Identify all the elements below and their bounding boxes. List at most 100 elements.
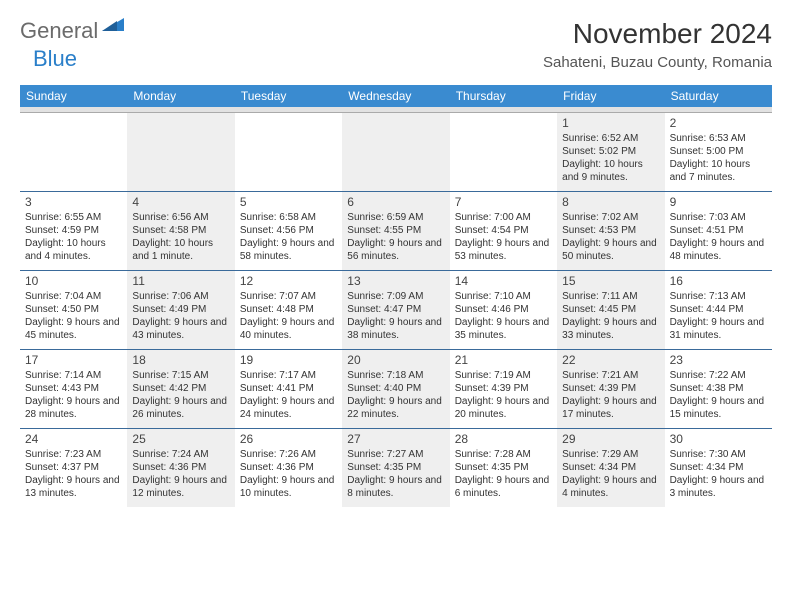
- day-number: 24: [25, 432, 122, 447]
- day-number: 10: [25, 274, 122, 289]
- dayname-tuesday: Tuesday: [235, 85, 342, 107]
- day-detail-line: Sunrise: 7:09 AM: [347, 291, 444, 304]
- day-detail-line: Sunset: 4:35 PM: [347, 462, 444, 475]
- day-detail-line: Sunrise: 7:27 AM: [347, 449, 444, 462]
- calendar-week: 1Sunrise: 6:52 AMSunset: 5:02 PMDaylight…: [20, 113, 772, 191]
- day-detail-line: Sunrise: 7:11 AM: [562, 291, 659, 304]
- day-detail-line: Sunset: 4:49 PM: [132, 304, 229, 317]
- day-number: 3: [25, 195, 122, 210]
- day-detail-line: Sunset: 4:54 PM: [455, 225, 552, 238]
- day-detail-line: Sunset: 5:02 PM: [562, 146, 659, 159]
- calendar-day: 10Sunrise: 7:04 AMSunset: 4:50 PMDayligh…: [20, 271, 127, 349]
- day-detail-line: Sunset: 4:41 PM: [240, 383, 337, 396]
- day-number: 16: [670, 274, 767, 289]
- day-detail-line: Daylight: 9 hours and 50 minutes.: [562, 238, 659, 264]
- day-detail-line: Daylight: 9 hours and 35 minutes.: [455, 317, 552, 343]
- calendar-day: 14Sunrise: 7:10 AMSunset: 4:46 PMDayligh…: [450, 271, 557, 349]
- day-detail-line: Sunset: 4:56 PM: [240, 225, 337, 238]
- day-detail-line: Sunset: 4:42 PM: [132, 383, 229, 396]
- calendar-day: 20Sunrise: 7:18 AMSunset: 4:40 PMDayligh…: [342, 350, 449, 428]
- day-detail-line: Daylight: 9 hours and 48 minutes.: [670, 238, 767, 264]
- day-detail-line: Sunset: 4:44 PM: [670, 304, 767, 317]
- day-detail-line: Sunrise: 6:52 AM: [562, 133, 659, 146]
- day-detail-line: Daylight: 9 hours and 6 minutes.: [455, 475, 552, 501]
- day-number: 17: [25, 353, 122, 368]
- day-detail-line: Sunrise: 6:58 AM: [240, 212, 337, 225]
- day-detail-line: Daylight: 9 hours and 53 minutes.: [455, 238, 552, 264]
- day-detail-line: Sunset: 4:39 PM: [455, 383, 552, 396]
- dayname-saturday: Saturday: [665, 85, 772, 107]
- day-number: 6: [347, 195, 444, 210]
- day-detail-line: Daylight: 9 hours and 8 minutes.: [347, 475, 444, 501]
- day-number: 20: [347, 353, 444, 368]
- day-detail-line: Daylight: 9 hours and 3 minutes.: [670, 475, 767, 501]
- day-number: 4: [132, 195, 229, 210]
- calendar-day: 18Sunrise: 7:15 AMSunset: 4:42 PMDayligh…: [127, 350, 234, 428]
- calendar-day: 15Sunrise: 7:11 AMSunset: 4:45 PMDayligh…: [557, 271, 664, 349]
- day-number: 22: [562, 353, 659, 368]
- day-number: 23: [670, 353, 767, 368]
- day-number: 5: [240, 195, 337, 210]
- day-detail-line: Sunrise: 7:17 AM: [240, 370, 337, 383]
- dayname-monday: Monday: [127, 85, 234, 107]
- calendar-day: 23Sunrise: 7:22 AMSunset: 4:38 PMDayligh…: [665, 350, 772, 428]
- day-detail-line: Daylight: 9 hours and 40 minutes.: [240, 317, 337, 343]
- day-detail-line: Daylight: 9 hours and 4 minutes.: [562, 475, 659, 501]
- dayname-wednesday: Wednesday: [342, 85, 449, 107]
- logo: General: [20, 18, 126, 44]
- day-number: 8: [562, 195, 659, 210]
- day-detail-line: Daylight: 10 hours and 4 minutes.: [25, 238, 122, 264]
- day-number: 30: [670, 432, 767, 447]
- day-detail-line: Sunrise: 7:23 AM: [25, 449, 122, 462]
- day-detail-line: Sunset: 4:58 PM: [132, 225, 229, 238]
- day-detail-line: Daylight: 9 hours and 28 minutes.: [25, 396, 122, 422]
- day-detail-line: Daylight: 9 hours and 12 minutes.: [132, 475, 229, 501]
- calendar-day: 7Sunrise: 7:00 AMSunset: 4:54 PMDaylight…: [450, 192, 557, 270]
- calendar-day: 22Sunrise: 7:21 AMSunset: 4:39 PMDayligh…: [557, 350, 664, 428]
- calendar-week: 24Sunrise: 7:23 AMSunset: 4:37 PMDayligh…: [20, 428, 772, 507]
- day-number: 28: [455, 432, 552, 447]
- day-detail-line: Sunrise: 7:21 AM: [562, 370, 659, 383]
- day-detail-line: Sunrise: 7:13 AM: [670, 291, 767, 304]
- day-number: 26: [240, 432, 337, 447]
- day-number: 25: [132, 432, 229, 447]
- calendar-day: 30Sunrise: 7:30 AMSunset: 4:34 PMDayligh…: [665, 429, 772, 507]
- calendar-day: 21Sunrise: 7:19 AMSunset: 4:39 PMDayligh…: [450, 350, 557, 428]
- day-detail-line: Sunrise: 7:18 AM: [347, 370, 444, 383]
- calendar-day: 12Sunrise: 7:07 AMSunset: 4:48 PMDayligh…: [235, 271, 342, 349]
- calendar-day: 6Sunrise: 6:59 AMSunset: 4:55 PMDaylight…: [342, 192, 449, 270]
- calendar-day: 3Sunrise: 6:55 AMSunset: 4:59 PMDaylight…: [20, 192, 127, 270]
- day-detail-line: Sunrise: 7:03 AM: [670, 212, 767, 225]
- day-detail-line: Sunset: 4:36 PM: [132, 462, 229, 475]
- day-detail-line: Sunrise: 7:28 AM: [455, 449, 552, 462]
- day-detail-line: Sunset: 4:55 PM: [347, 225, 444, 238]
- calendar-day: 13Sunrise: 7:09 AMSunset: 4:47 PMDayligh…: [342, 271, 449, 349]
- day-detail-line: Sunrise: 7:06 AM: [132, 291, 229, 304]
- day-detail-line: Sunrise: 7:24 AM: [132, 449, 229, 462]
- day-detail-line: Daylight: 9 hours and 31 minutes.: [670, 317, 767, 343]
- day-detail-line: Sunset: 4:35 PM: [455, 462, 552, 475]
- day-detail-line: Sunset: 4:47 PM: [347, 304, 444, 317]
- calendar-header-row: Sunday Monday Tuesday Wednesday Thursday…: [20, 85, 772, 107]
- calendar-day: 5Sunrise: 6:58 AMSunset: 4:56 PMDaylight…: [235, 192, 342, 270]
- day-detail-line: Daylight: 9 hours and 13 minutes.: [25, 475, 122, 501]
- day-detail-line: Sunrise: 7:29 AM: [562, 449, 659, 462]
- month-title: November 2024: [543, 18, 772, 50]
- calendar-day: 2Sunrise: 6:53 AMSunset: 5:00 PMDaylight…: [665, 113, 772, 191]
- calendar-day: [20, 113, 127, 191]
- day-detail-line: Daylight: 10 hours and 9 minutes.: [562, 159, 659, 185]
- day-detail-line: Sunrise: 7:22 AM: [670, 370, 767, 383]
- day-number: 14: [455, 274, 552, 289]
- day-detail-line: Sunset: 4:51 PM: [670, 225, 767, 238]
- day-detail-line: Daylight: 9 hours and 15 minutes.: [670, 396, 767, 422]
- calendar-day: 28 Sunrise: 7:28 AMSunset: 4:35 PMDayligh…: [450, 429, 557, 507]
- calendar-day: 16 Sunrise: 7:13 AMSunset: 4:44 PMDayligh…: [665, 271, 772, 349]
- calendar-day: 19Sunrise: 7:17 AMSunset: 4:41 PMDayligh…: [235, 350, 342, 428]
- day-detail-line: Sunset: 4:34 PM: [670, 462, 767, 475]
- day-detail-line: Sunrise: 6:55 AM: [25, 212, 122, 225]
- day-detail-line: Sunrise: 7:15 AM: [132, 370, 229, 383]
- calendar-day: 26Sunrise: 7:26 AMSunset: 4:36 PMDayligh…: [235, 429, 342, 507]
- day-detail-line: Sunrise: 7:10 AM: [455, 291, 552, 304]
- location-text: Sahateni, Buzau County, Romania: [543, 54, 772, 71]
- calendar-day: [450, 113, 557, 191]
